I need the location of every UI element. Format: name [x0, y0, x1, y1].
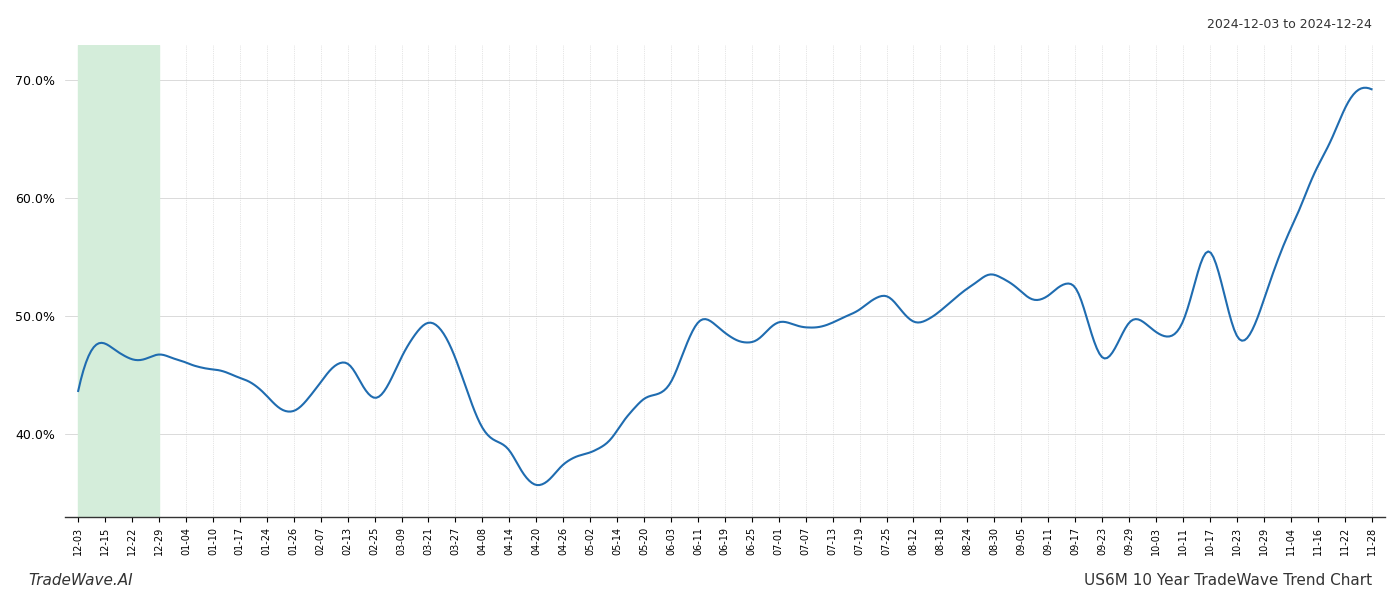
Text: TradeWave.AI: TradeWave.AI	[28, 573, 133, 588]
Bar	[78, 45, 160, 517]
Text: 2024-12-03 to 2024-12-24: 2024-12-03 to 2024-12-24	[1207, 18, 1372, 31]
Text: US6M 10 Year TradeWave Trend Chart: US6M 10 Year TradeWave Trend Chart	[1084, 573, 1372, 588]
